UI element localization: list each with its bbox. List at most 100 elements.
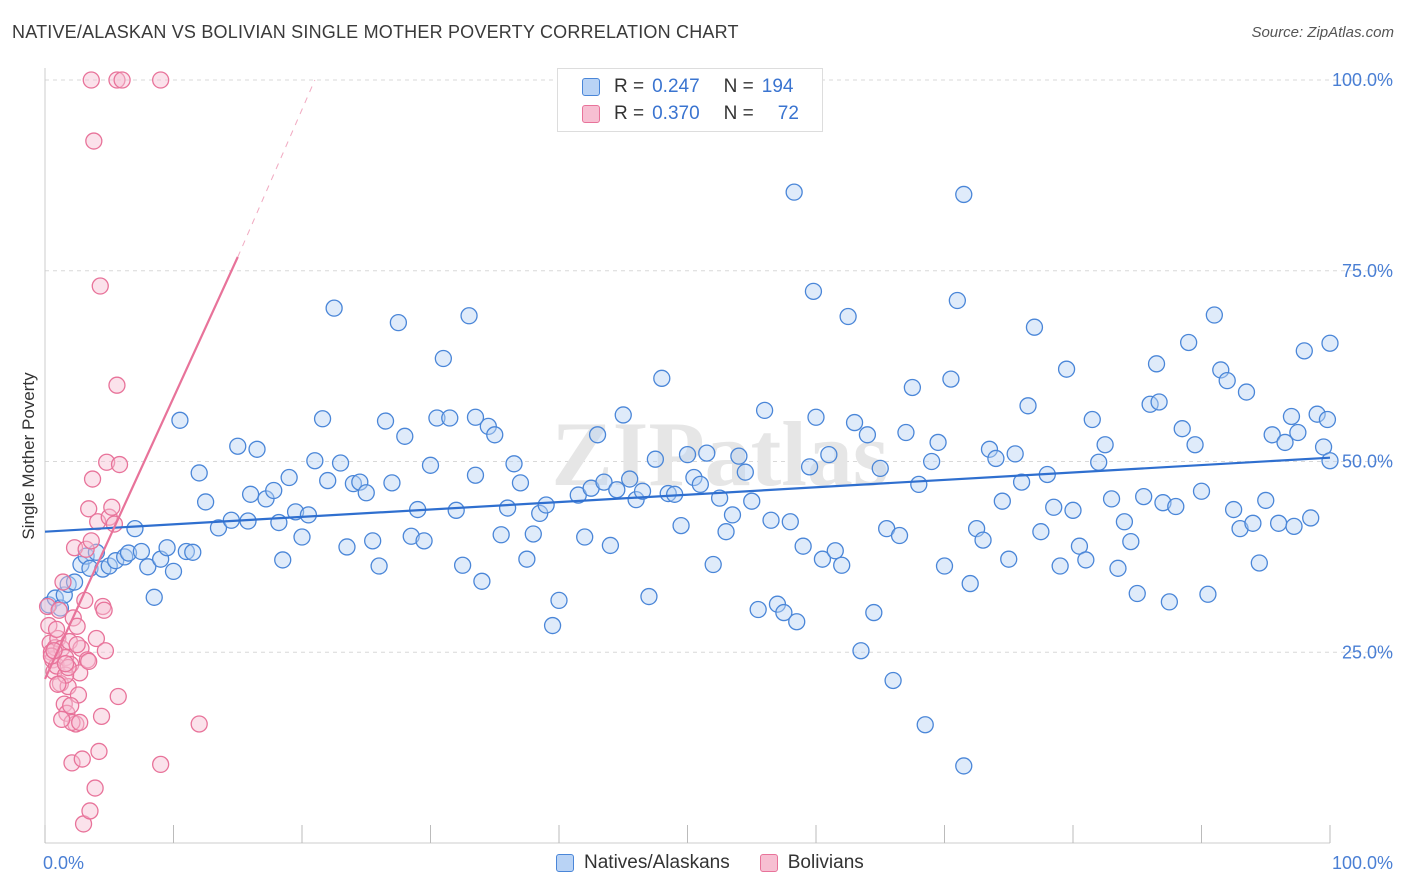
native-point	[447, 501, 465, 519]
native-point	[942, 370, 960, 388]
native-point	[736, 463, 754, 481]
native-point	[980, 440, 999, 458]
native-point	[839, 307, 857, 326]
native-point	[171, 411, 189, 429]
grid-lines	[45, 79, 1392, 653]
native-point	[755, 401, 774, 420]
bolivian-point	[103, 498, 121, 516]
native-point	[685, 468, 703, 487]
native-point	[421, 456, 440, 474]
native-point	[935, 557, 954, 575]
y-tick-label: 75.0%	[1342, 261, 1393, 281]
bolivian-point	[83, 470, 102, 488]
native-point	[788, 613, 806, 631]
native-point	[698, 444, 716, 462]
native-point	[826, 542, 844, 560]
bolivian-point	[109, 687, 127, 706]
native-point	[672, 516, 690, 535]
bolivian-point	[47, 620, 66, 639]
native-point	[1289, 423, 1307, 442]
native-point	[813, 550, 832, 568]
native-point	[357, 484, 375, 502]
native-point	[402, 527, 420, 545]
native-point	[749, 600, 767, 619]
native-point	[331, 454, 350, 472]
bolivian-point	[190, 715, 208, 733]
native-point	[1321, 334, 1339, 352]
native-point	[55, 586, 73, 604]
bolivian-point	[151, 71, 170, 89]
native-point	[1102, 490, 1121, 508]
bottom-swatch-blue-icon	[556, 854, 574, 872]
trend-lines	[43, 79, 1331, 680]
legend-n-label: N =	[723, 76, 754, 97]
native-point	[164, 562, 183, 581]
native-point	[678, 445, 697, 464]
native-point	[775, 603, 793, 622]
native-point	[1186, 436, 1204, 454]
native-point	[209, 519, 228, 537]
native-point	[434, 349, 453, 368]
native-point	[1257, 491, 1275, 510]
native-point	[1237, 383, 1256, 401]
bolivian-point	[108, 71, 126, 89]
native-point	[524, 525, 542, 543]
legend-swatch-blue-icon	[582, 78, 600, 96]
native-point	[265, 481, 283, 500]
legend-row-natives: R = 0.247 N = 194	[582, 75, 793, 99]
bolivian-point	[92, 707, 111, 725]
native-point	[396, 427, 414, 445]
bottom-swatch-pink-icon	[759, 854, 778, 872]
source-label: Source: ZipAtlas.com	[1251, 24, 1394, 41]
native-point	[1295, 342, 1313, 360]
bolivian-point	[80, 500, 98, 518]
native-point	[505, 455, 523, 473]
series-natives-points	[40, 183, 1339, 775]
native-point	[1128, 584, 1146, 603]
legend-n-value: 72	[777, 103, 799, 124]
bottom-legend-natives: Natives/Alaskans	[556, 852, 730, 874]
native-point	[588, 426, 607, 444]
bolivian-point	[98, 453, 116, 471]
bolivian-point	[68, 635, 86, 654]
native-point	[177, 542, 196, 561]
bolivian-point	[90, 742, 108, 761]
native-point	[1318, 410, 1337, 429]
native-point	[241, 485, 260, 503]
legend-swatch-pink-icon	[582, 105, 600, 123]
native-point	[1282, 407, 1301, 426]
native-point	[1250, 554, 1268, 572]
tick-labels: 25.0% 50.0% 75.0% 100.0% 0.0% 100.0%	[43, 70, 1393, 873]
native-point	[955, 757, 973, 775]
native-point	[890, 526, 909, 545]
x-tick-label: 100.0%	[1332, 853, 1393, 873]
native-point	[743, 492, 761, 510]
legend-r-value: 0.247	[652, 76, 700, 97]
native-point	[717, 523, 735, 541]
bolivian-point	[73, 750, 91, 768]
native-point	[351, 473, 369, 491]
bolivian-point	[85, 132, 103, 150]
chart-title: NATIVE/ALASKAN VS BOLIVIAN SINGLE MOTHER…	[12, 22, 739, 42]
bolivian-point	[86, 779, 104, 797]
watermark: ZIPatlas	[551, 403, 888, 505]
bolivian-point	[95, 601, 113, 619]
native-point	[608, 481, 626, 499]
legend: R = 0.247 N = 194 R = 0.370 N = 72	[557, 68, 823, 132]
native-point	[820, 445, 838, 464]
native-point	[794, 537, 812, 555]
native-point	[376, 412, 395, 430]
native-point	[293, 528, 311, 546]
bottom-legend: Natives/Alaskans Bolivians	[556, 852, 894, 874]
native-point	[621, 470, 639, 488]
native-point	[486, 426, 504, 444]
native-point	[704, 555, 722, 574]
native-point	[804, 282, 823, 301]
native-point	[498, 499, 517, 517]
native-point	[389, 313, 408, 332]
native-point	[955, 185, 973, 204]
bolivian-point	[151, 755, 170, 774]
native-point	[518, 550, 536, 568]
native-point	[473, 572, 491, 590]
native-point	[1302, 509, 1320, 527]
